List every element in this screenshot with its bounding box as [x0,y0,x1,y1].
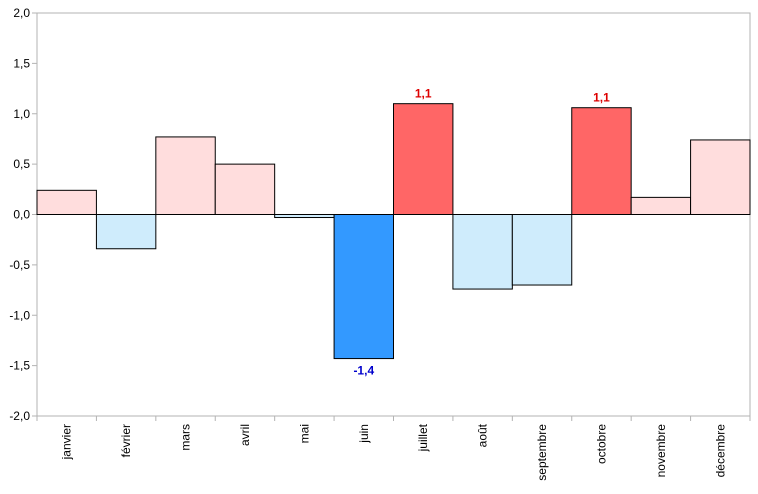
x-tick-label: juillet [416,423,430,452]
y-tick-label: -0,5 [9,258,30,272]
y-tick-label: 1,0 [13,107,30,121]
data-labels: -1,4 1,1 1,1 [353,87,610,378]
x-tick-label: décembre [713,424,727,478]
bar-novembre [630,196,692,215]
x-tick-label: février [119,424,133,457]
x-tick-label: juin [357,424,371,444]
data-label: 1,1 [593,91,610,105]
y-tick-label: -1,5 [9,359,30,373]
x-tick-label: octobre [594,424,608,464]
bar-décembre [690,139,751,216]
bar-janvier [36,189,97,216]
data-label: 1,1 [415,87,432,101]
bar-septembre [511,214,573,286]
bar-août [452,214,513,290]
x-tick-label: mars [179,424,193,451]
x-tick-label: mai [297,424,311,443]
x-axis: janvier février mars avril mai juin juillet aoû… [36,416,751,481]
y-tick-label: -2,0 [9,409,30,423]
bar-octobre [571,107,632,215]
bars [36,103,751,360]
y-tick-label: 0,0 [13,208,30,222]
bar-juillet [393,103,454,215]
y-tick-label: 0,5 [13,157,30,171]
y-axis: 2,0 1,5 1,0 0,5 0,0 -0,5 -1,0 -1,5 -2,0 [9,6,38,423]
y-tick-label: 1,5 [13,56,30,70]
data-label: -1,4 [353,364,374,378]
bar-avril [214,163,276,215]
x-tick-label: avril [238,424,252,446]
bar-mars [155,136,216,215]
bar-février [95,214,157,250]
y-tick-label: -1,0 [9,308,30,322]
x-tick-label: janvier [60,424,74,460]
x-tick-label: novembre [654,424,668,478]
x-tick-label: septembre [535,424,549,481]
bar-juin [333,214,395,360]
y-tick-label: 2,0 [13,6,30,20]
x-tick-label: août [476,423,490,447]
